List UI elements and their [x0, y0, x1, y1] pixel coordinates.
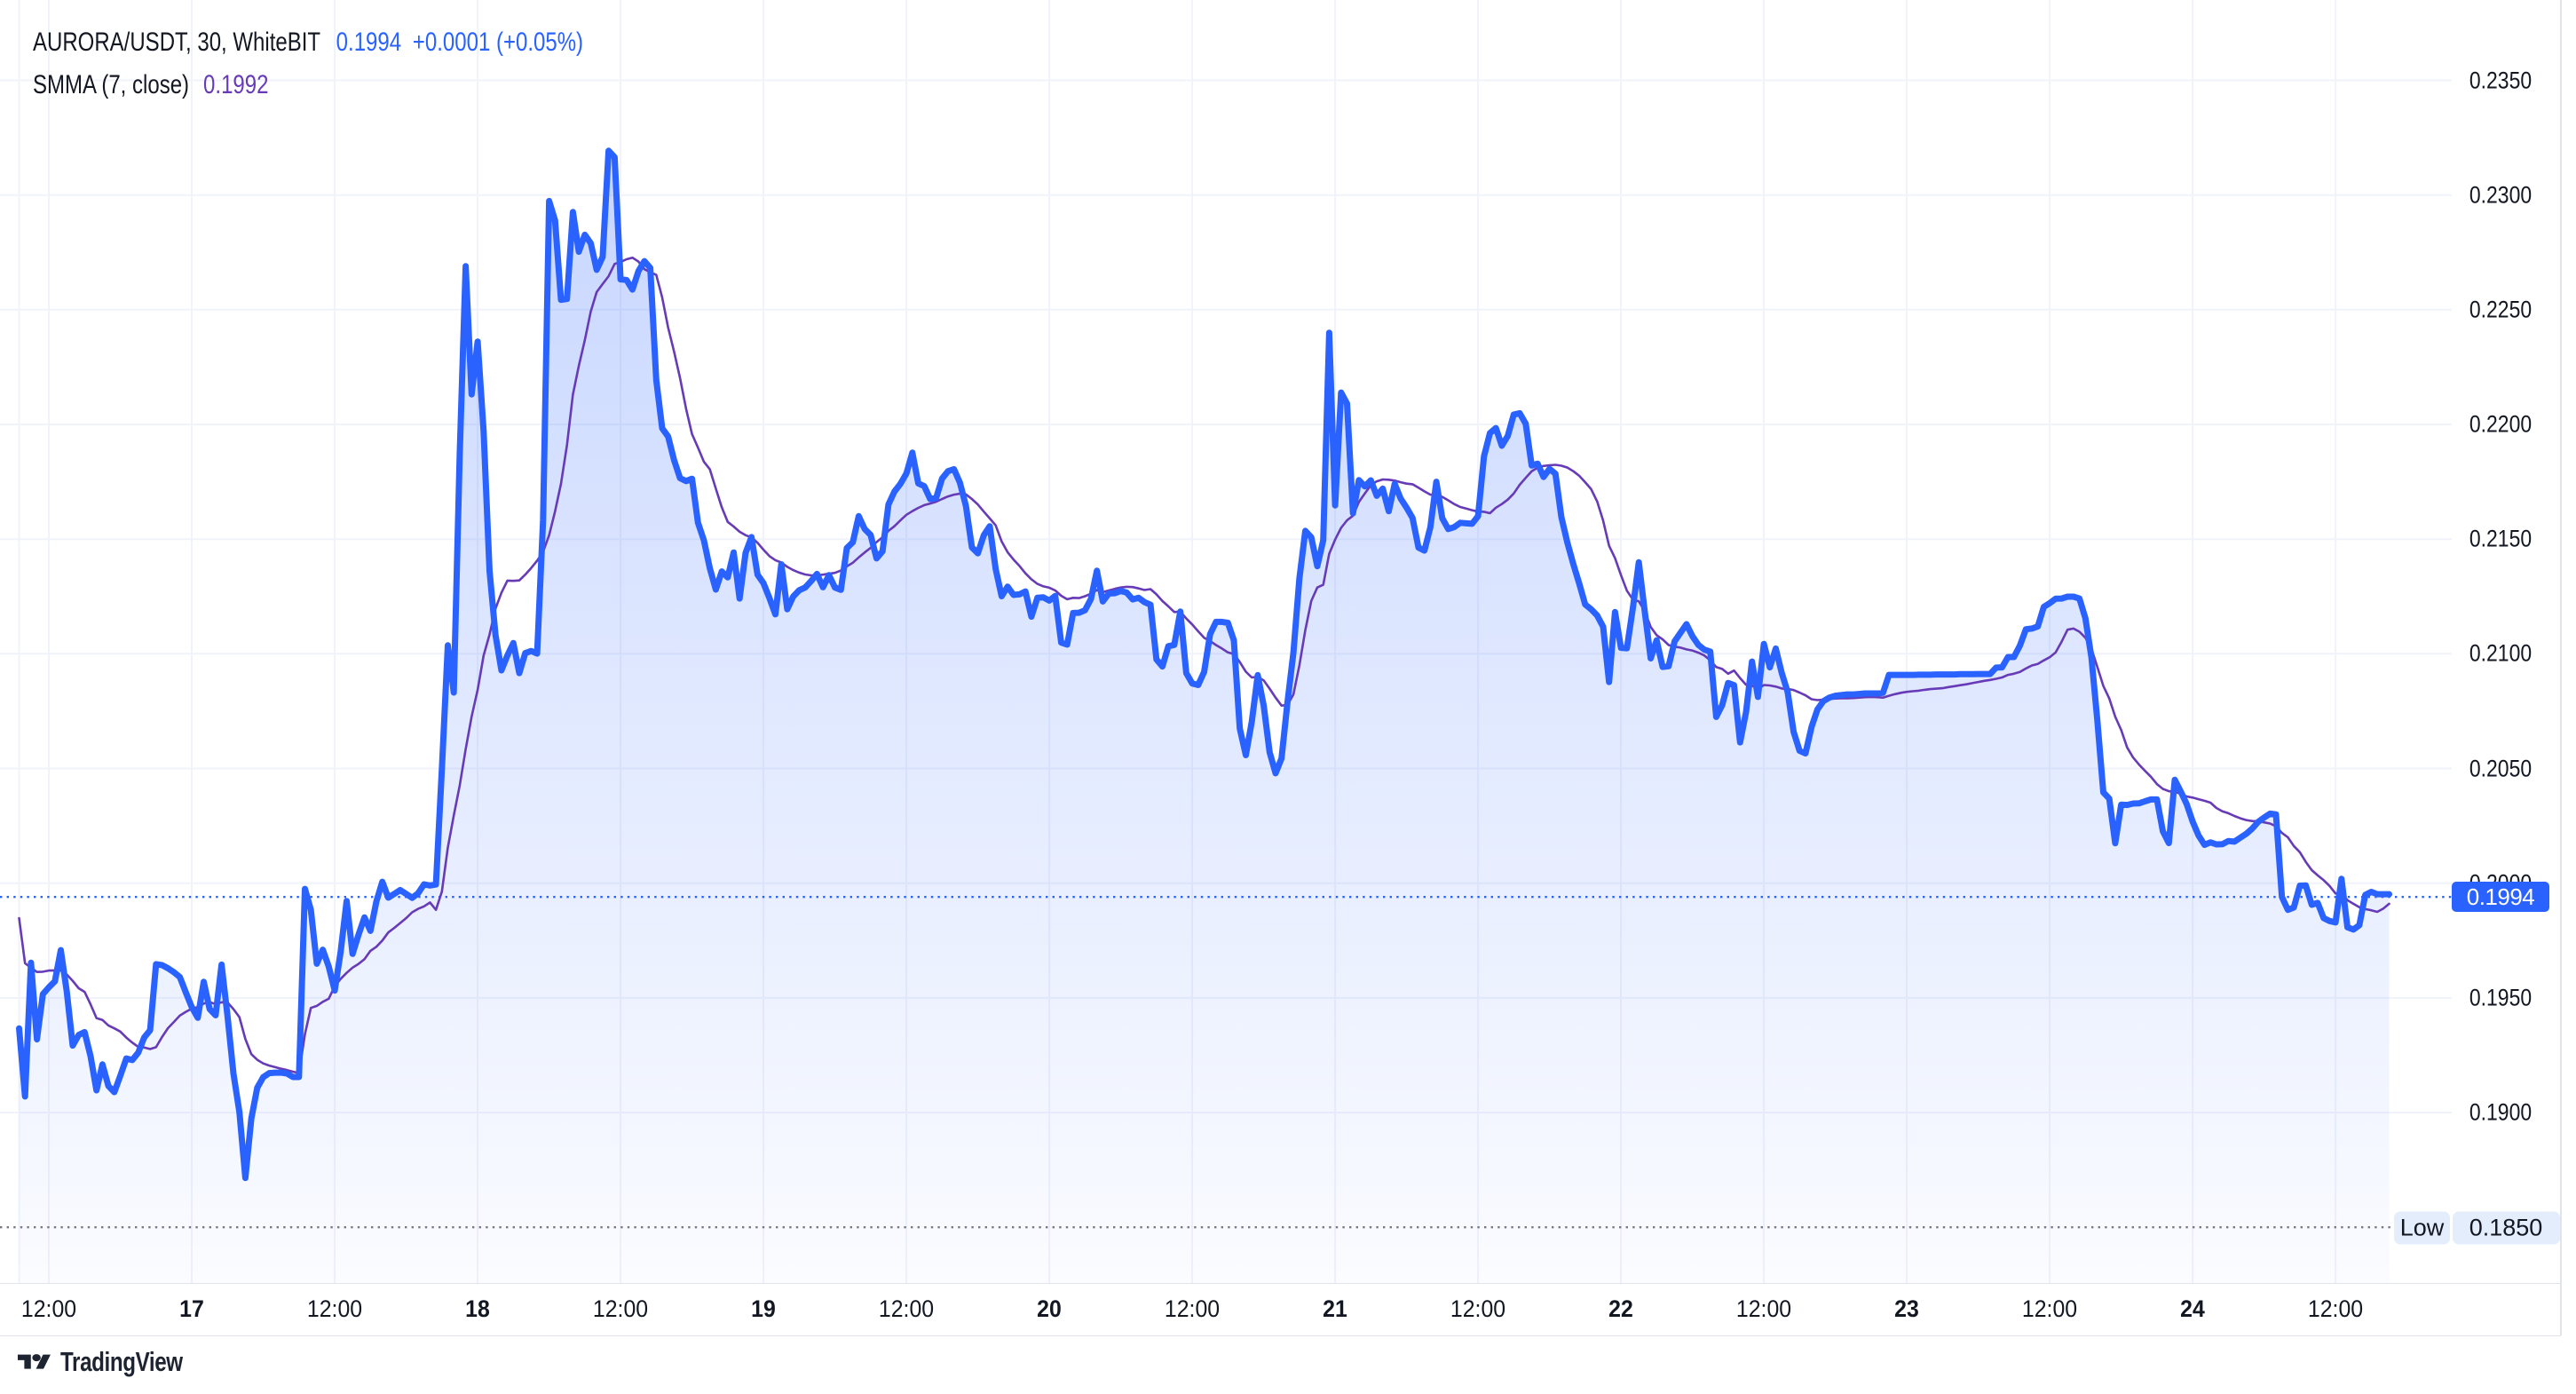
indicator-title[interactable]: SMMA (7, close): [33, 70, 190, 99]
time-axis-day-label: 17: [179, 1295, 204, 1322]
time-axis-day-label: 18: [465, 1295, 490, 1322]
time-axis-label: 12:00: [2022, 1295, 2078, 1322]
legend-main-series[interactable]: AURORA/USDT, 30, WhiteBIT 0.1994 +0.0001 (…: [33, 28, 583, 58]
price-change-value: +0.0001 (+0.05%): [412, 28, 584, 57]
time-axis-day-label: 19: [751, 1295, 776, 1322]
price-axis-label: 0.2200: [2469, 410, 2533, 438]
legend-indicator[interactable]: SMMA (7, close) 0.1992: [33, 70, 268, 100]
current-price-badge: 0.1994: [2452, 882, 2549, 913]
price-axis-label: 0.2350: [2469, 67, 2533, 93]
price-axis-label: 0.2050: [2469, 755, 2533, 781]
time-axis-day-label: 24: [2180, 1295, 2205, 1322]
low-marker-value: 0.1850: [2452, 1211, 2560, 1245]
time-axis-day-label: 20: [1037, 1295, 1062, 1322]
price-axis-label: 0.1900: [2469, 1098, 2533, 1126]
tradingview-logo[interactable]: TradingView: [18, 1346, 217, 1378]
time-axis-day-label: 22: [1608, 1295, 1633, 1322]
last-price-value: 0.1994: [336, 28, 402, 57]
time-axis-day-label: 23: [1894, 1295, 1919, 1322]
area-fill: [19, 150, 2390, 1283]
low-marker-label: Low: [2394, 1211, 2450, 1245]
bottom-border: [0, 1335, 2561, 1336]
time-axis-label: 12:00: [2308, 1295, 2364, 1322]
symbol-title[interactable]: AURORA/USDT, 30, WhiteBIT: [33, 28, 321, 57]
tradingview-logo-icon: [18, 1353, 51, 1369]
price-axis-border: [2560, 0, 2562, 1335]
price-axis-label: 0.2250: [2469, 296, 2533, 323]
price-axis-label: 0.2150: [2469, 525, 2533, 552]
time-axis-day-label: 21: [1323, 1295, 1347, 1322]
time-axis-label: 12:00: [593, 1295, 649, 1322]
time-axis-label: 12:00: [20, 1295, 77, 1322]
price-axis-label: 0.1950: [2469, 984, 2533, 1011]
price-axis-label: 0.2100: [2469, 639, 2533, 667]
time-axis-label: 12:00: [307, 1295, 363, 1322]
smma-line[interactable]: [18, 256, 2390, 1074]
time-axis-label: 12:00: [879, 1295, 935, 1322]
time-axis-label: 12:00: [1165, 1295, 1221, 1322]
price-axis-label: 0.2300: [2469, 181, 2533, 209]
indicator-value: 0.1992: [203, 70, 269, 99]
price-line[interactable]: [16, 147, 2392, 1182]
time-axis-label: 12:00: [1450, 1295, 1506, 1322]
time-axis-border: [0, 1283, 2561, 1284]
time-axis-label: 12:00: [1736, 1295, 1792, 1322]
tradingview-logo-text: TradingView: [60, 1346, 183, 1377]
